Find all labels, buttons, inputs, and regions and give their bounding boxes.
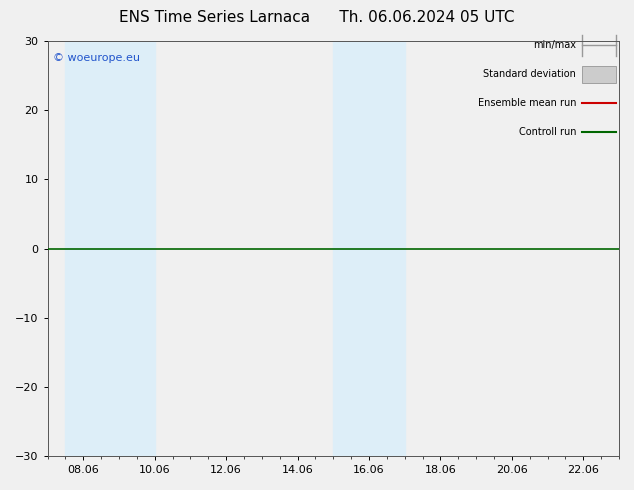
Text: Controll run: Controll run bbox=[519, 127, 576, 137]
Bar bbox=[65, 41, 155, 456]
Bar bbox=[582, 66, 616, 82]
Text: © woeurope.eu: © woeurope.eu bbox=[53, 53, 140, 64]
Text: Ensemble mean run: Ensemble mean run bbox=[477, 98, 576, 108]
Bar bbox=[333, 41, 404, 456]
Text: min/max: min/max bbox=[533, 40, 576, 50]
Text: ENS Time Series Larnaca      Th. 06.06.2024 05 UTC: ENS Time Series Larnaca Th. 06.06.2024 0… bbox=[119, 10, 515, 25]
Text: Standard deviation: Standard deviation bbox=[483, 69, 576, 79]
